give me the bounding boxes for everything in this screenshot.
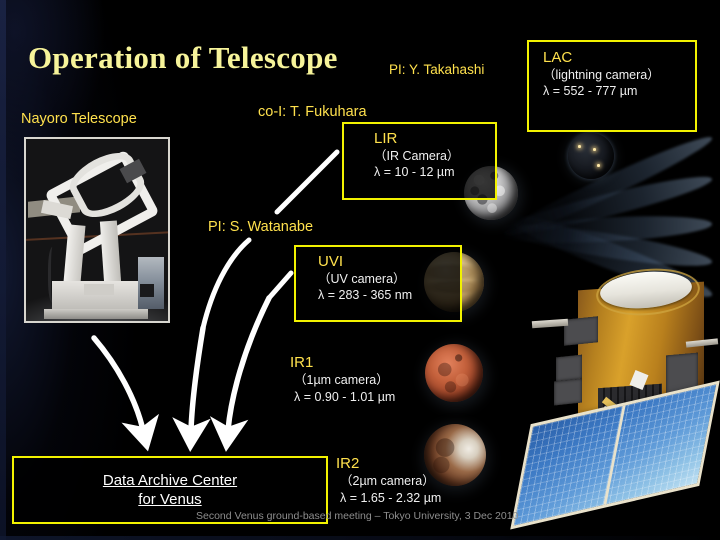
instrument-desc-uvi: （UV camera） — [318, 271, 406, 286]
instrument-desc-lir: （IR Camera） — [374, 148, 460, 163]
orbiter-instrument-panel — [564, 316, 598, 346]
lightning-flash-icon — [597, 164, 600, 167]
instrument-box-lac: LAC （lightning camera） λ = 552 - 777 µm — [527, 40, 697, 132]
instrument-name-uvi: UVI — [318, 253, 344, 270]
instrument-wavelength-ir1: λ = 0.90 - 1.01 µm — [294, 389, 396, 404]
instrument-wavelength-lir: λ = 10 - 12 µm — [374, 165, 455, 179]
lightning-flash-icon — [578, 145, 581, 148]
instrument-name-lir: LIR — [374, 130, 398, 147]
instrument-label-ir2: IR2 （2µm camera） λ = 1.65 - 2.32 µm — [336, 455, 441, 507]
archive-title-line2: for Venus — [138, 491, 202, 508]
instrument-name-ir2: IR2 — [336, 455, 360, 472]
venus-disc-ir2 — [424, 424, 486, 486]
arrow-to-archive-2 — [172, 325, 211, 452]
label-nayoro-telescope: Nayoro Telescope — [21, 111, 137, 127]
orbiter-instrument-panel — [556, 354, 582, 382]
instrument-wavelength-uvi: λ = 283 - 365 nm — [318, 288, 413, 302]
instrument-name-ir1: IR1 — [290, 354, 314, 371]
label-coi-fukuhara: co-I: T. Fukuhara — [258, 104, 367, 120]
orbiter-instrument-panel — [554, 378, 582, 406]
arrow-to-archive-1 — [91, 335, 159, 452]
label-pi-watanabe: PI: S. Watanabe — [208, 219, 314, 235]
lightning-flash-icon — [593, 148, 596, 151]
slide-left-edge-accent — [0, 0, 6, 540]
telescope-photo — [24, 137, 170, 323]
venus-disc-ir1 — [425, 344, 483, 402]
instrument-wavelength-ir2: λ = 1.65 - 2.32 µm — [340, 490, 442, 505]
arrow-to-archive-3 — [209, 295, 272, 452]
instrument-desc-ir1: （1µm camera） — [294, 373, 389, 387]
slide-footer: Second Venus ground-based meeting – Toky… — [196, 510, 519, 522]
label-pi-takahashi: PI: Y. Takahashi — [389, 62, 485, 77]
archive-title-line1: Data Archive Center — [102, 472, 238, 489]
connector-to-pi-watanabe — [200, 237, 252, 331]
instrument-desc-lac: （lightning camera） — [543, 67, 660, 82]
data-archive-center-box: Data Archive Center for Venus — [12, 456, 328, 524]
orbiter-boom-rod — [531, 318, 569, 329]
slide-bottom-edge-accent — [0, 536, 720, 540]
instrument-name-lac: LAC — [543, 49, 573, 66]
akatsuki-orbiter — [510, 264, 720, 530]
instrument-box-uvi: UVI （UV camera） λ = 283 - 365 nm — [294, 245, 462, 322]
instrument-wavelength-lac: λ = 552 - 777 µm — [543, 84, 638, 98]
connector-to-uvi — [266, 270, 294, 301]
instrument-box-lir: LIR （IR Camera） λ = 10 - 12 µm — [342, 122, 497, 200]
page-title: Operation of Telescope — [28, 40, 338, 75]
instrument-desc-ir2: （2µm camera） — [340, 474, 435, 488]
venus-disc-lac — [568, 133, 614, 179]
instrument-label-ir1: IR1 （1µm camera） λ = 0.90 - 1.01 µm — [290, 354, 395, 406]
connector-to-lir — [274, 149, 340, 215]
